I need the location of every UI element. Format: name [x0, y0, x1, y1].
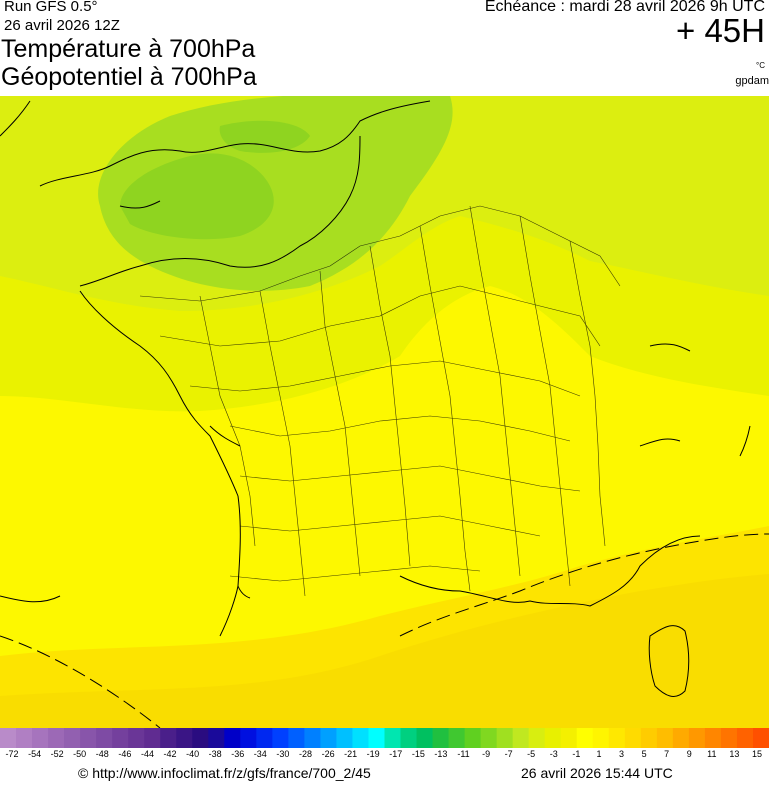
color-scale-label: 9 — [686, 749, 692, 759]
geopotential-isoline — [0, 533, 769, 728]
color-scale-swatch — [688, 728, 706, 748]
color-scale-swatch — [384, 728, 402, 748]
color-scale-swatch — [480, 728, 498, 748]
geopotential-unit: gpdam — [735, 75, 769, 87]
color-scale-label: 5 — [641, 749, 647, 759]
department-borders — [139, 205, 621, 597]
color-scale-label: -15 — [411, 749, 425, 759]
color-scale-label: -72 — [5, 749, 19, 759]
color-scale-swatch — [448, 728, 466, 748]
color-scale-swatch — [320, 728, 337, 748]
color-scale-swatch — [496, 728, 514, 748]
temperature-band-cold — [98, 96, 453, 291]
color-scale-label: -48 — [95, 749, 109, 759]
color-scale-swatch — [704, 728, 722, 748]
color-scale-swatch — [672, 728, 690, 748]
color-scale-swatch — [608, 728, 626, 748]
color-scale-label: -17 — [389, 749, 403, 759]
color-scale-swatch — [464, 728, 482, 748]
color-scale-swatch — [752, 728, 769, 748]
weather-map — [0, 96, 769, 728]
color-scale-swatch — [176, 728, 193, 748]
color-scale-swatch — [544, 728, 562, 748]
color-scale-label: -28 — [298, 749, 313, 759]
color-scale-labels: -72 -54 -52 -50 -48 -46 -44 -42 -40 -38 -36 -34 -30-… — [0, 749, 769, 765]
color-scale-swatch — [336, 728, 353, 748]
temperature-unit: °C — [756, 61, 765, 70]
color-scale-swatch — [256, 728, 273, 748]
color-scale-label: -21 — [344, 749, 358, 759]
color-scale-swatch — [224, 728, 241, 748]
color-scale-label: -13 — [434, 749, 448, 759]
color-scale-swatch — [32, 728, 49, 748]
generation-timestamp: 26 avril 2026 15:44 UTC — [521, 765, 673, 781]
color-scale-swatch — [64, 728, 81, 748]
color-scale-swatch — [96, 728, 113, 748]
color-scale-bar — [0, 728, 769, 748]
color-scale-swatch — [128, 728, 145, 748]
color-scale-swatch — [624, 728, 642, 748]
color-scale-label: -34 — [253, 749, 267, 759]
color-scale-label: -3 — [549, 749, 558, 759]
color-scale-label: -44 — [140, 749, 155, 759]
color-scale-swatch — [0, 728, 17, 748]
color-scale-label: -38 — [208, 749, 222, 759]
color-scale-label: -5 — [527, 749, 536, 759]
color-scale-label: 3 — [618, 749, 625, 759]
color-scale-swatch — [720, 728, 738, 748]
color-scale-swatch — [48, 728, 65, 748]
color-scale-label: 7 — [664, 749, 670, 759]
color-scale-swatch — [576, 728, 594, 748]
color-scale-swatch — [512, 728, 530, 748]
color-scale-label: -40 — [186, 749, 200, 759]
coastline — [0, 100, 751, 697]
color-scale-label: -54 — [28, 749, 42, 759]
color-scale-swatch — [208, 728, 225, 748]
color-scale-swatch — [416, 728, 434, 748]
color-scale-label: 1 — [596, 749, 602, 759]
color-scale-swatch — [528, 728, 546, 748]
color-scale-label: -42 — [163, 749, 177, 759]
color-scale-swatch — [304, 728, 321, 748]
run-date: 26 avril 2026 12Z — [4, 17, 120, 34]
run-label: Run GFS 0.5° — [4, 0, 98, 15]
color-scale-swatch — [432, 728, 450, 748]
color-scale-label: -7 — [504, 749, 513, 759]
forecast-hour: + 45H — [676, 12, 765, 49]
color-scale-label: -46 — [118, 749, 132, 759]
color-scale-swatch — [288, 728, 305, 748]
source-credit-link[interactable]: © http://www.infoclimat.fr/z/gfs/france/… — [78, 765, 371, 781]
color-scale-label: -1 — [572, 749, 581, 759]
color-scale-label: -30 — [276, 749, 290, 759]
color-scale-label: -19 — [366, 749, 380, 759]
map-title-temperature: Température à 700hPa — [1, 35, 256, 63]
color-scale-label: -36 — [231, 749, 245, 759]
color-scale-swatch — [160, 728, 177, 748]
color-scale-label: -9 — [482, 749, 491, 759]
color-scale-label: -52 — [50, 749, 64, 759]
color-scale-swatch — [368, 728, 385, 748]
color-scale-swatch — [272, 728, 289, 748]
color-scale-swatch — [640, 728, 658, 748]
color-scale-swatch — [112, 728, 129, 748]
color-scale-swatch — [80, 728, 97, 748]
color-scale-label: 13 — [729, 749, 740, 759]
map-title-geopotential: Géopotentiel à 700hPa — [1, 63, 257, 91]
color-scale-swatch — [240, 728, 257, 748]
color-scale-swatch — [144, 728, 161, 748]
color-scale-swatch — [192, 728, 209, 748]
color-scale-swatch — [560, 728, 578, 748]
forecast-valid-time: Echéance : mardi 28 avril 2026 9h UTC — [484, 0, 765, 15]
color-scale-swatch — [400, 728, 418, 748]
color-scale-label: -50 — [73, 749, 87, 759]
color-scale-swatch — [656, 728, 674, 748]
color-scale-label: 11 — [707, 749, 717, 759]
color-scale-label: -11 — [457, 749, 470, 759]
color-scale-label: 15 — [751, 749, 763, 759]
color-scale-swatch — [16, 728, 33, 748]
color-scale-swatch — [592, 728, 610, 748]
color-scale-swatch — [352, 728, 369, 748]
color-scale-label: -26 — [321, 749, 335, 759]
color-scale-swatch — [736, 728, 754, 748]
